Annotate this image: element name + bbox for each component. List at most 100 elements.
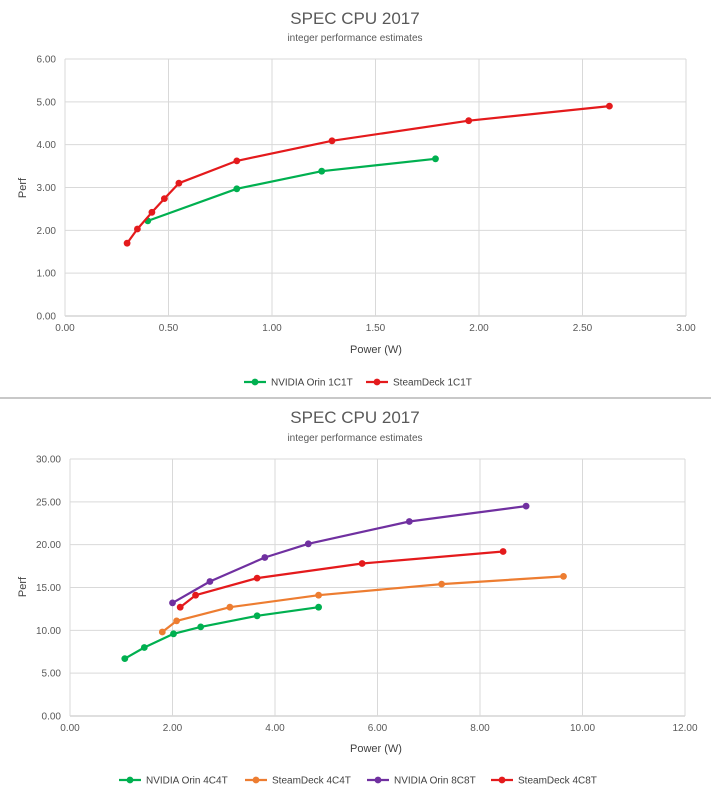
series-steamdeck-4c4t <box>158 573 567 636</box>
y-tick-label: 0.00 <box>37 312 57 323</box>
y-tick-label: 0.00 <box>42 712 62 723</box>
chart-subtitle: integer performance estimates <box>287 33 422 44</box>
panel-divider <box>0 397 711 399</box>
legend-marker <box>252 776 260 784</box>
data-point <box>233 185 241 193</box>
data-point <box>358 560 366 567</box>
data-point <box>134 225 141 233</box>
legend-marker <box>373 378 381 386</box>
series-nvidia-orin-1c1t <box>144 155 439 225</box>
legend-marker <box>498 776 506 784</box>
data-point <box>226 603 234 611</box>
x-tick-label: 6.00 <box>368 723 388 734</box>
x-tick-label: 10.00 <box>570 723 595 734</box>
legend-label: SteamDeck 1C1T <box>393 378 472 389</box>
legend-item: SteamDeck 4C8T <box>491 776 597 787</box>
x-tick-label: 2.00 <box>469 323 489 334</box>
data-point <box>432 155 439 163</box>
legend-item: NVIDIA Orin 4C4T <box>119 776 228 787</box>
y-tick-label: 1.00 <box>37 269 57 280</box>
x-tick-label: 0.00 <box>60 723 80 734</box>
x-tick-label: 0.00 <box>55 323 75 334</box>
chart-panel-2: SPEC CPU 2017 integer performance estima… <box>0 399 711 800</box>
data-point <box>315 591 322 599</box>
x-tick-label: 2.50 <box>573 323 593 334</box>
x-tick-label: 1.00 <box>262 323 282 334</box>
series-line-nvidia-orin-8c8t <box>171 504 528 604</box>
chart-title: SPEC CPU 2017 <box>290 408 419 427</box>
data-point <box>261 554 269 561</box>
y-tick-label: 6.00 <box>37 55 57 66</box>
data-point <box>169 599 176 607</box>
series-nvidia-orin-4c4t <box>121 603 322 662</box>
chart-panel-1: SPEC CPU 2017 integer performance estima… <box>0 0 711 397</box>
legend-label: NVIDIA Orin 8C8T <box>394 776 476 787</box>
data-point <box>140 644 148 651</box>
y-tick-label: 3.00 <box>37 183 57 194</box>
data-point <box>176 603 184 611</box>
data-point <box>318 167 326 175</box>
y-tick-label: 25.00 <box>36 497 61 508</box>
data-point <box>148 208 156 216</box>
data-point <box>173 617 181 625</box>
data-point <box>405 518 413 525</box>
legend-item: NVIDIA Orin 1C1T <box>244 378 353 389</box>
legend-item: NVIDIA Orin 8C8T <box>367 776 476 787</box>
x-tick-label: 4.00 <box>265 723 285 734</box>
series-steamdeck-1c1t <box>123 102 613 247</box>
legend-item: SteamDeck 4C4T <box>245 776 351 787</box>
legend-label: NVIDIA Orin 1C1T <box>271 378 353 389</box>
legend-label: SteamDeck 4C4T <box>272 776 351 787</box>
chart-2: SPEC CPU 2017 integer performance estima… <box>17 408 698 787</box>
data-point <box>315 603 322 611</box>
series-steamdeck-4c8t <box>176 548 507 611</box>
data-point <box>158 628 166 636</box>
data-point <box>192 591 200 599</box>
chart-title: SPEC CPU 2017 <box>290 9 419 28</box>
data-point <box>121 655 129 662</box>
data-point <box>499 548 507 555</box>
data-point <box>438 580 445 588</box>
y-tick-label: 5.00 <box>42 669 62 680</box>
legend-label: SteamDeck 4C8T <box>518 776 597 787</box>
x-axis-label: Power (W) <box>350 743 402 755</box>
data-point <box>233 157 241 165</box>
y-tick-label: 4.00 <box>37 140 57 151</box>
y-axis-label: Perf <box>17 576 29 597</box>
data-point <box>175 179 183 187</box>
y-tick-label: 20.00 <box>36 540 61 551</box>
data-point <box>170 630 177 638</box>
x-tick-label: 1.50 <box>366 323 386 334</box>
chart-1: SPEC CPU 2017 integer performance estima… <box>17 9 696 389</box>
data-point <box>560 573 567 580</box>
y-tick-label: 30.00 <box>36 455 61 466</box>
legend-label: NVIDIA Orin 4C4T <box>146 776 228 787</box>
y-tick-label: 5.00 <box>37 97 57 108</box>
x-tick-label: 0.50 <box>159 323 179 334</box>
x-tick-label: 3.00 <box>676 323 696 334</box>
series-line-nvidia-orin-4c4t <box>123 606 320 660</box>
data-point <box>206 578 214 585</box>
legend-item: SteamDeck 1C1T <box>366 378 472 389</box>
chart-subtitle: integer performance estimates <box>287 433 422 444</box>
data-point <box>197 623 205 631</box>
data-point <box>253 574 261 582</box>
legend-marker <box>251 378 259 386</box>
data-point <box>253 612 261 620</box>
x-tick-label: 8.00 <box>470 723 490 734</box>
legend-marker <box>374 776 382 784</box>
data-point <box>161 195 168 203</box>
data-point <box>465 117 473 125</box>
data-point <box>606 102 613 110</box>
series-line-nvidia-orin-1c1t <box>146 157 437 222</box>
data-point <box>522 502 530 510</box>
x-axis-label: Power (W) <box>350 344 402 356</box>
data-point <box>328 137 336 145</box>
y-tick-label: 15.00 <box>36 583 61 594</box>
series-line-steamdeck-1c1t <box>125 104 611 245</box>
data-point <box>123 239 131 247</box>
x-tick-label: 12.00 <box>672 723 697 734</box>
legend-marker <box>126 776 134 784</box>
x-tick-label: 2.00 <box>163 723 183 734</box>
data-point <box>304 540 312 548</box>
